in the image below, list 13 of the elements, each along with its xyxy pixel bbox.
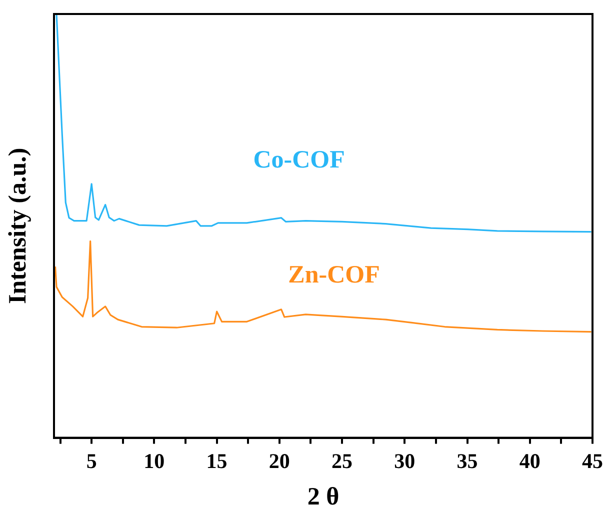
x-axis-title: 2 θ bbox=[307, 483, 340, 510]
series-label: Zn-COF bbox=[288, 262, 380, 289]
x-tick-label: 20 bbox=[268, 448, 290, 473]
x-tick-label: 5 bbox=[86, 448, 97, 473]
y-axis-title: Intensity (a.u.) bbox=[4, 148, 32, 304]
x-tick-label: 30 bbox=[394, 448, 416, 473]
series-label: Co-COF bbox=[253, 146, 345, 174]
x-tick-label: 10 bbox=[144, 448, 165, 473]
x-tick-label: 40 bbox=[519, 448, 540, 473]
x-tick-label: 45 bbox=[582, 448, 603, 473]
x-tick-label: 35 bbox=[456, 448, 478, 473]
x-tick-label: 25 bbox=[332, 448, 353, 473]
x-tick-label: 15 bbox=[206, 448, 228, 473]
